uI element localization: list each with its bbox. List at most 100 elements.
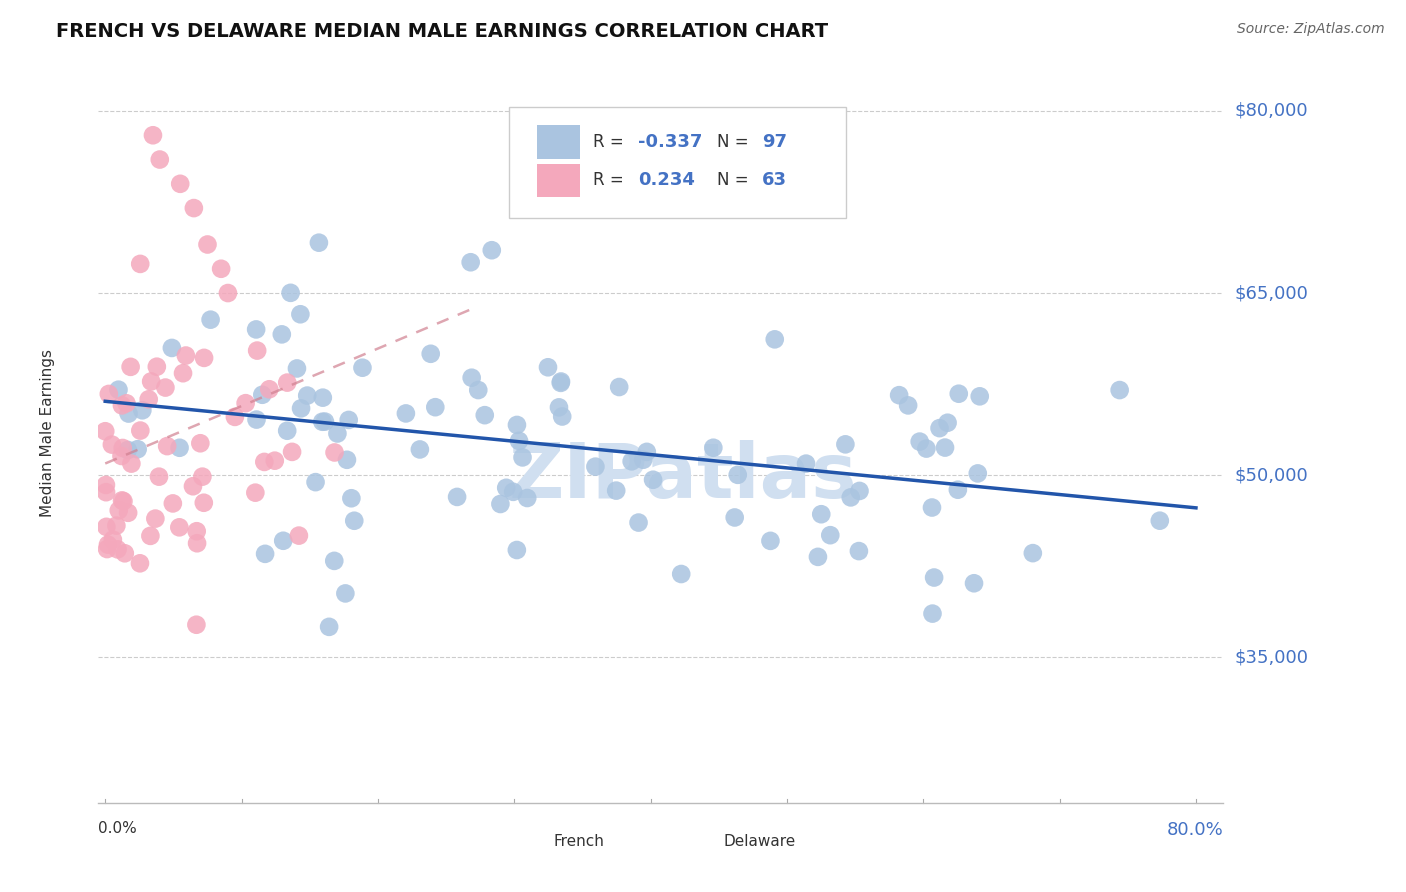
Point [446,490,468,504]
Point [512,450,534,465]
Point [763,332,786,346]
Point [839,491,862,505]
Point [111,398,134,412]
Point [271,533,294,548]
Point [94,424,117,438]
Point [162,496,184,510]
Point [172,366,194,380]
Point [308,235,330,250]
Point [550,375,572,389]
Point [117,506,139,520]
Point [110,449,132,463]
Point [516,491,538,505]
Point [323,445,346,459]
Point [502,484,524,499]
Point [235,396,257,410]
Point [1149,514,1171,528]
Point [908,434,931,449]
Point [508,434,530,448]
Point [460,255,482,269]
Point [915,442,938,456]
Point [848,483,870,498]
Point [129,424,152,438]
Point [409,442,432,457]
Point [131,403,153,417]
Point [145,511,167,525]
Point [94,478,117,492]
Bar [683,832,714,851]
Point [186,617,208,632]
Text: R =: R = [593,171,630,189]
Text: 80.0%: 80.0% [1167,822,1223,839]
Point [551,409,574,424]
Point [245,485,267,500]
Text: 97: 97 [762,133,787,151]
Point [254,547,277,561]
Point [246,343,269,358]
Point [297,388,319,402]
Bar [537,164,579,197]
Point [425,400,447,414]
Point [326,426,349,441]
Point [156,439,179,453]
Point [281,445,304,459]
Point [928,421,950,435]
Point [936,416,959,430]
Point [336,452,359,467]
Text: $35,000: $35,000 [1234,648,1309,666]
Text: $80,000: $80,000 [1234,102,1308,120]
Point [671,567,693,582]
Point [186,524,208,539]
Point [794,457,817,471]
Point [897,398,920,412]
Point [169,441,191,455]
Point [191,469,214,483]
Text: FRENCH VS DELAWARE MEDIAN MALE EARNINGS CORRELATION CHART: FRENCH VS DELAWARE MEDIAN MALE EARNINGS … [56,22,828,41]
Point [259,382,281,396]
Point [848,544,870,558]
Point [270,327,292,342]
Text: R =: R = [593,133,630,151]
Point [395,406,418,420]
Text: Median Male Earnings: Median Male Earnings [41,349,55,516]
Point [224,409,246,424]
Point [807,549,830,564]
Point [288,528,311,542]
Point [921,500,943,515]
Point [200,312,222,326]
Point [323,554,346,568]
Point [280,285,302,300]
Point [114,546,136,560]
Point [759,533,782,548]
Point [263,453,285,467]
Point [963,576,986,591]
Point [253,455,276,469]
Point [633,452,655,467]
Point [474,408,496,422]
Point [467,383,489,397]
Point [352,360,374,375]
Point [141,375,163,389]
Text: Delaware: Delaware [724,834,796,849]
Point [314,415,336,429]
Point [311,415,333,429]
Point [186,536,208,550]
Point [343,514,366,528]
Point [506,543,529,558]
Point [169,520,191,534]
Point [727,467,749,482]
Point [337,413,360,427]
Point [193,351,215,365]
FancyBboxPatch shape [509,107,846,218]
Point [160,341,183,355]
Point [245,322,267,336]
Point [115,396,138,410]
Point [252,388,274,402]
Point [149,153,172,167]
Point [627,516,650,530]
Point [810,507,832,521]
Point [312,391,335,405]
Point [129,557,152,571]
Point [340,491,363,506]
Text: 0.0%: 0.0% [98,822,138,837]
